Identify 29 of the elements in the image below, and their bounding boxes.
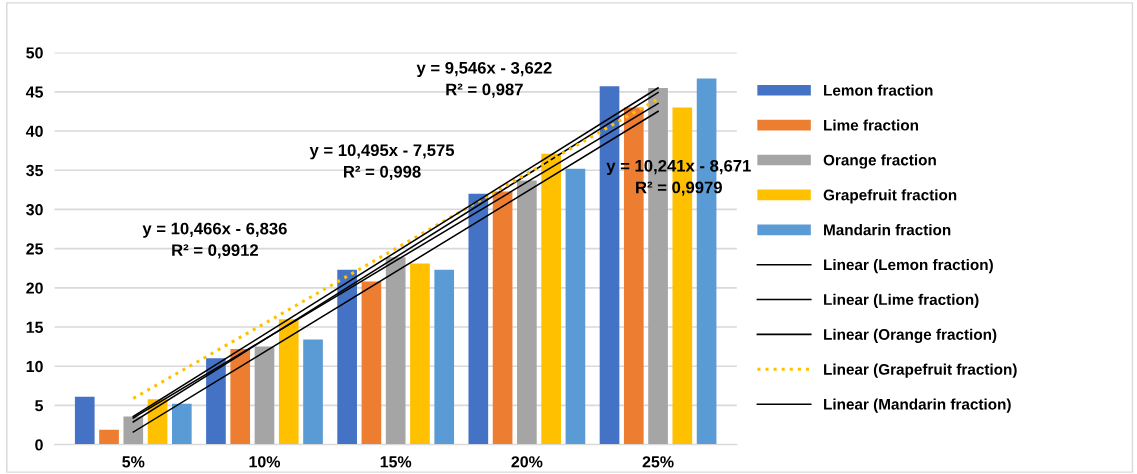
legend-label: Grapefruit fraction bbox=[823, 189, 957, 204]
y-tick-label: 10 bbox=[26, 360, 43, 373]
x-tick-label: 10% bbox=[249, 456, 281, 468]
legend-label: Linear (Orange fraction) bbox=[824, 328, 997, 343]
x-tick-label: 15% bbox=[380, 456, 412, 468]
x-tick-label: 5% bbox=[122, 456, 145, 468]
annotation: y = 9,546x - 3,622 R² = 0,987 bbox=[416, 61, 552, 98]
y-tick-label: 25 bbox=[26, 243, 44, 255]
legend-label: Linear (Grapefruit fraction) bbox=[824, 363, 1017, 378]
y-tick-label: 30 bbox=[26, 204, 43, 216]
legend-label: Linear (Lime fraction) bbox=[824, 293, 979, 309]
y-tick-label: 15 bbox=[26, 321, 44, 333]
legend-label: Linear (Lemon fraction) bbox=[824, 258, 993, 274]
y-tick-label: 40 bbox=[25, 125, 43, 137]
y-tick-label: 5 bbox=[35, 400, 44, 412]
annotation: y = 10,466x - 6,836 R² = 0,9912 bbox=[142, 222, 287, 259]
y-tick-label: 35 bbox=[26, 164, 44, 177]
annotation: y = 10,495x - 7,575 R² = 0,998 bbox=[309, 144, 455, 181]
y-tick-label: 50 bbox=[26, 47, 43, 59]
y-tick-label: 45 bbox=[25, 86, 44, 98]
legend-label: Lemon fraction bbox=[824, 84, 933, 96]
x-tick-label: 25% bbox=[642, 456, 674, 468]
legend-label: Lime fraction bbox=[824, 119, 919, 131]
y-tick-label: 0 bbox=[35, 439, 43, 451]
x-tick-label: 20% bbox=[511, 456, 543, 468]
legend-label: Linear (Mandarin fraction) bbox=[824, 398, 1011, 413]
y-tick-label: 20 bbox=[26, 282, 43, 294]
legend-label: Mandarin fraction bbox=[824, 224, 951, 236]
legend-label: Orange fraction bbox=[823, 154, 936, 169]
